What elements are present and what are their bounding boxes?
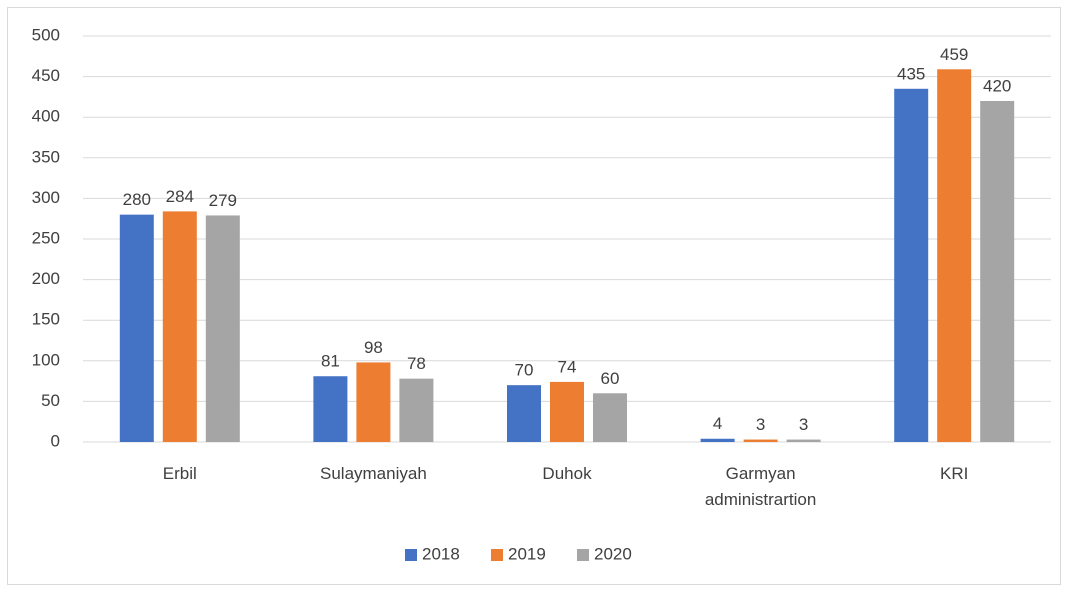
legend-label: 2018 (422, 544, 460, 563)
bar (205, 215, 240, 442)
x-tick-label: KRI (940, 464, 969, 483)
data-label: 4 (713, 414, 722, 433)
legend-label: 2019 (508, 544, 546, 563)
legend-swatch (405, 549, 417, 561)
y-tick-label: 450 (32, 66, 60, 85)
data-label: 279 (209, 191, 237, 210)
data-label: 60 (601, 369, 620, 388)
y-tick-label: 300 (32, 188, 60, 207)
data-label: 3 (799, 415, 808, 434)
data-label: 284 (166, 187, 194, 206)
bar (550, 381, 584, 442)
bar (786, 439, 821, 442)
data-label: 70 (515, 361, 534, 380)
data-label: 78 (407, 354, 426, 373)
y-tick-label: 350 (32, 147, 60, 166)
y-tick-label: 200 (32, 269, 60, 288)
data-label: 459 (940, 45, 968, 64)
y-tick-label: 150 (32, 310, 60, 329)
x-tick-label: Sulaymaniyah (320, 464, 427, 483)
legend-swatch (491, 549, 503, 561)
data-label: 3 (756, 415, 765, 434)
bar (507, 385, 541, 442)
data-label: 81 (321, 352, 340, 371)
data-label: 420 (983, 76, 1011, 95)
y-tick-label: 50 (41, 391, 60, 410)
data-label: 280 (123, 190, 151, 209)
bar (980, 100, 1015, 443)
bar (894, 88, 929, 442)
data-label: 74 (558, 357, 577, 376)
y-tick-label: 0 (51, 431, 60, 450)
x-tick-label: Duhok (542, 464, 592, 483)
y-tick-label: 250 (32, 228, 60, 247)
y-tick-label: 500 (32, 25, 60, 44)
bar (119, 214, 154, 442)
bar (162, 211, 197, 442)
data-label: 435 (897, 64, 925, 83)
y-tick-label: 400 (32, 107, 60, 126)
legend-swatch (577, 549, 589, 561)
bar (399, 378, 434, 442)
x-tick-label: Erbil (162, 464, 197, 483)
bar (937, 69, 972, 443)
bar (593, 393, 627, 442)
y-tick-label: 100 (32, 350, 60, 369)
bar (313, 376, 348, 442)
bar (700, 438, 735, 442)
data-label: 98 (364, 338, 383, 357)
bar (356, 362, 391, 442)
x-tick-label: Garmyan administrartion (704, 464, 817, 509)
legend-label: 2020 (594, 544, 632, 563)
bar (743, 439, 778, 442)
